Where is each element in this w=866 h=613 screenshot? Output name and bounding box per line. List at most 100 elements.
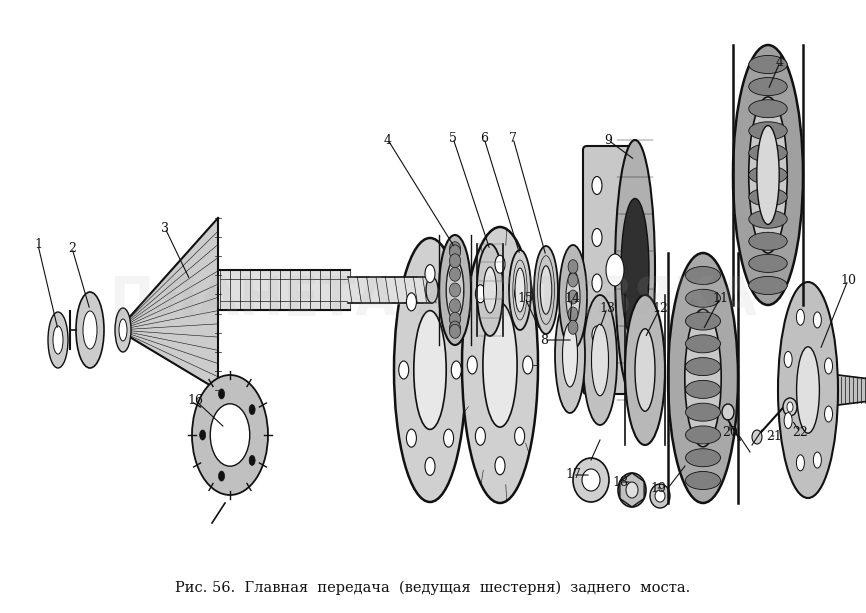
Ellipse shape (686, 335, 721, 353)
Ellipse shape (449, 299, 461, 313)
Ellipse shape (686, 381, 721, 398)
Ellipse shape (752, 430, 762, 444)
Ellipse shape (477, 244, 503, 336)
Ellipse shape (749, 122, 787, 140)
Text: 19: 19 (650, 481, 666, 495)
Ellipse shape (621, 199, 649, 341)
Text: 8: 8 (540, 333, 548, 346)
Text: 13: 13 (599, 302, 615, 314)
Ellipse shape (686, 267, 721, 284)
Ellipse shape (568, 273, 578, 287)
Ellipse shape (76, 292, 104, 368)
Ellipse shape (53, 326, 63, 354)
Ellipse shape (483, 267, 496, 313)
Ellipse shape (749, 100, 787, 118)
Ellipse shape (686, 426, 721, 444)
Ellipse shape (686, 289, 721, 307)
Ellipse shape (439, 235, 471, 345)
Ellipse shape (787, 402, 793, 412)
Text: 9: 9 (604, 134, 612, 147)
Ellipse shape (462, 227, 538, 503)
Ellipse shape (626, 482, 638, 498)
Ellipse shape (449, 324, 461, 338)
Ellipse shape (468, 356, 477, 374)
Ellipse shape (749, 144, 787, 162)
Ellipse shape (406, 429, 417, 447)
Polygon shape (838, 375, 866, 405)
Ellipse shape (784, 351, 792, 367)
Ellipse shape (591, 324, 609, 396)
Ellipse shape (685, 309, 721, 447)
Ellipse shape (398, 361, 409, 379)
Ellipse shape (813, 452, 821, 468)
Ellipse shape (824, 358, 832, 374)
Text: 4: 4 (384, 134, 392, 147)
Ellipse shape (115, 308, 131, 352)
Ellipse shape (618, 473, 646, 507)
Text: 20: 20 (722, 427, 738, 440)
Ellipse shape (592, 229, 602, 246)
FancyBboxPatch shape (583, 146, 641, 394)
Ellipse shape (566, 271, 580, 323)
Ellipse shape (749, 188, 787, 206)
Text: 5: 5 (449, 132, 457, 145)
Text: Рис. 56.  Главная  передача  (ведущая  шестерня)  заднего  моста.: Рис. 56. Главная передача (ведущая шесте… (176, 581, 690, 595)
Ellipse shape (451, 361, 462, 379)
Ellipse shape (778, 282, 838, 498)
Ellipse shape (722, 404, 734, 420)
Ellipse shape (749, 97, 787, 253)
Ellipse shape (449, 254, 461, 268)
Ellipse shape (414, 311, 446, 429)
Ellipse shape (783, 398, 797, 416)
Ellipse shape (426, 277, 438, 303)
Ellipse shape (797, 309, 805, 326)
Ellipse shape (650, 484, 670, 508)
Ellipse shape (48, 312, 68, 368)
Ellipse shape (449, 283, 461, 297)
Ellipse shape (514, 427, 525, 445)
Text: 10: 10 (840, 273, 856, 286)
Ellipse shape (686, 449, 721, 466)
Ellipse shape (749, 210, 787, 228)
Ellipse shape (515, 268, 525, 312)
Ellipse shape (625, 295, 665, 445)
Ellipse shape (443, 429, 454, 447)
Ellipse shape (583, 295, 617, 425)
Ellipse shape (483, 303, 517, 427)
Ellipse shape (119, 319, 127, 341)
Ellipse shape (449, 242, 461, 256)
Ellipse shape (495, 255, 505, 273)
Ellipse shape (797, 347, 819, 433)
Text: 21: 21 (766, 430, 782, 443)
Ellipse shape (83, 311, 97, 349)
Ellipse shape (824, 406, 832, 422)
Text: 2: 2 (68, 242, 76, 254)
Ellipse shape (514, 285, 525, 303)
Ellipse shape (425, 457, 435, 475)
Ellipse shape (749, 166, 787, 184)
Ellipse shape (559, 245, 587, 349)
Ellipse shape (449, 245, 461, 259)
Ellipse shape (635, 329, 655, 411)
Ellipse shape (749, 232, 787, 250)
Text: 1: 1 (34, 238, 42, 251)
Text: 3: 3 (161, 221, 169, 235)
Ellipse shape (573, 458, 609, 502)
Ellipse shape (509, 250, 531, 330)
Ellipse shape (446, 260, 464, 320)
Text: ПЛАНЕТА ЖЕЛЕЗЯКА: ПЛАНЕТА ЖЕЛЕЗЯКА (109, 274, 757, 326)
Ellipse shape (749, 254, 787, 272)
Ellipse shape (568, 307, 578, 321)
Ellipse shape (406, 293, 417, 311)
Ellipse shape (592, 274, 602, 292)
Ellipse shape (192, 375, 268, 495)
Ellipse shape (568, 320, 578, 334)
Polygon shape (348, 277, 432, 303)
Ellipse shape (475, 285, 485, 303)
Ellipse shape (749, 78, 787, 96)
Ellipse shape (523, 356, 533, 374)
Ellipse shape (449, 267, 461, 281)
Ellipse shape (218, 389, 224, 399)
Ellipse shape (749, 56, 787, 74)
Text: 4: 4 (776, 56, 784, 69)
